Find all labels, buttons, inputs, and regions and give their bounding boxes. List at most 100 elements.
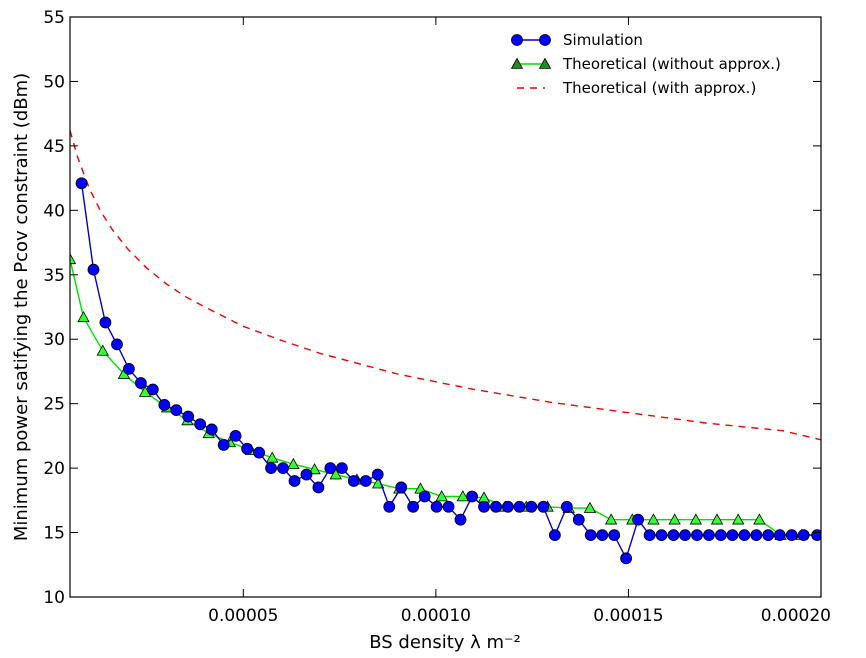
simulation-point — [584, 529, 597, 542]
simulation-point — [714, 529, 727, 542]
simulation-point — [395, 481, 408, 494]
x-tick-label: 0.00015 — [593, 606, 663, 626]
y-tick-label: 25 — [43, 395, 65, 415]
theoretical-point — [77, 310, 90, 323]
simulation-point — [738, 529, 751, 542]
theoretical-point — [583, 501, 597, 513]
simulation-point — [217, 439, 230, 451]
simulation-point — [478, 500, 490, 513]
simulation-point — [596, 529, 609, 542]
theoretical-point — [329, 468, 342, 480]
plot-frame — [69, 16, 822, 598]
simulation-point — [194, 418, 207, 431]
theoretical-point — [668, 513, 681, 525]
theoretical-point — [710, 513, 724, 525]
simulation-point — [182, 410, 195, 423]
x-axis-label: BS density λ m⁻² — [369, 632, 521, 653]
x-tick-label: 0.00010 — [401, 606, 471, 626]
theoretical-point — [70, 252, 77, 265]
simulation-point — [537, 500, 550, 513]
y-tick-label: 50 — [43, 72, 65, 92]
series-line-2 — [70, 130, 821, 441]
simulation-point — [265, 462, 277, 475]
simulation-point — [762, 529, 775, 542]
simulation-point — [430, 500, 443, 513]
simulation-point — [158, 399, 171, 411]
simulation-point — [312, 481, 325, 494]
simulation-point — [691, 529, 703, 542]
simulation-point — [703, 529, 715, 542]
y-tick-label: 30 — [43, 330, 65, 350]
simulation-point — [442, 500, 455, 513]
simulation-point — [785, 529, 798, 542]
simulation-point — [241, 442, 254, 455]
simulation-point — [383, 500, 396, 513]
simulation-point — [513, 500, 526, 513]
theoretical-point — [604, 513, 618, 525]
theoretical-point — [689, 513, 703, 525]
x-tick-label: 0.00020 — [761, 606, 831, 626]
legend-marker-circle — [511, 34, 523, 46]
simulation-point — [466, 490, 478, 503]
simulation-point — [75, 177, 88, 190]
simulation-point — [608, 529, 621, 542]
y-tick-label: 45 — [43, 137, 65, 157]
theoretical-point — [308, 463, 321, 475]
simulation-point — [667, 529, 680, 542]
simulation-point — [134, 377, 147, 389]
simulation-point — [525, 500, 538, 513]
plot-layer — [70, 130, 821, 565]
theoretical-point — [456, 490, 470, 502]
simulation-point — [501, 500, 514, 513]
simulation-point — [726, 529, 739, 542]
y-tick-label: 35 — [43, 266, 65, 286]
simulation-point — [454, 513, 467, 526]
y-axis-label: Minimum power satifying the Pcov constra… — [11, 73, 32, 541]
simulation-point — [87, 263, 100, 276]
simulation-point — [359, 475, 372, 487]
legend: Simulation Theoretical (without approx.) T… — [510, 31, 781, 97]
legend-marker-triangle — [510, 57, 524, 69]
y-tick-label: 10 — [43, 588, 65, 608]
simulation-point — [277, 462, 289, 475]
legend-marker-triangle — [538, 57, 552, 69]
legend-label-0: Simulation — [563, 31, 643, 49]
simulation-point — [643, 529, 656, 542]
legend-marker-circle — [539, 34, 551, 46]
legend-label-2: Theoretical (with approx.) — [562, 79, 756, 97]
simulation-point — [123, 362, 135, 375]
y-tick-label: 15 — [43, 524, 65, 544]
theoretical-point — [266, 451, 279, 463]
simulation-point — [797, 529, 810, 542]
simulation-point — [490, 500, 502, 513]
simulation-point — [253, 446, 265, 459]
simulation-point — [750, 529, 763, 542]
ticks-layer: 10 15 20 25 30 35 40 45 50 55 0.00005 0.00010 0.0001… — [43, 8, 831, 626]
simulation-point — [407, 500, 420, 513]
simulation-point — [324, 462, 337, 475]
legend-label-1: Theoretical (without approx.) — [562, 55, 781, 73]
simulation-point — [655, 529, 668, 542]
simulation-point — [288, 475, 301, 487]
simulation-point — [572, 513, 585, 526]
theoretical-point — [732, 513, 745, 525]
simulation-point — [99, 316, 112, 329]
simulation-point — [548, 529, 561, 542]
theoretical-point — [647, 513, 660, 525]
theoretical-point — [753, 513, 766, 525]
simulation-point — [632, 513, 644, 526]
simulation-point — [170, 404, 183, 417]
simulation-point — [679, 529, 691, 542]
simulation-point — [229, 429, 242, 442]
simulation-point — [371, 468, 384, 481]
y-tick-label: 55 — [43, 8, 65, 28]
theoretical-point — [435, 490, 448, 502]
simulation-point — [300, 468, 313, 481]
simulation-point — [111, 338, 123, 351]
simulation-point — [560, 500, 573, 513]
simulation-point — [336, 462, 348, 475]
simulation-point — [620, 552, 633, 565]
simulation-point — [205, 423, 218, 436]
simulation-point — [347, 475, 360, 487]
